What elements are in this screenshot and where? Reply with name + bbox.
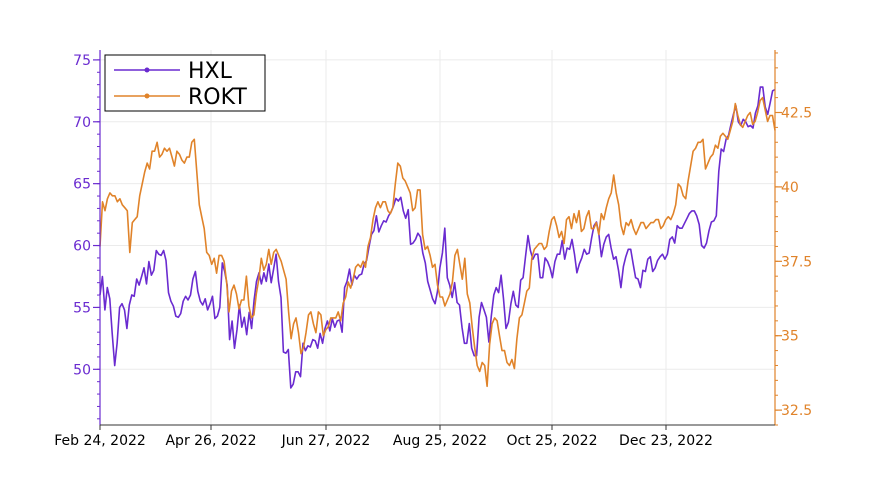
right-tick-label: 40 <box>781 180 799 196</box>
legend-box <box>104 54 266 112</box>
x-tick-label: Oct 25, 2022 <box>507 433 598 449</box>
x-tick-label: Feb 24, 2022 <box>54 433 146 449</box>
left-tick-label: 55 <box>73 300 91 316</box>
x-tick-label: Apr 26, 2022 <box>165 433 256 449</box>
axes-layer: 50 55 60 65 70 75 32.5 35 37.5 40 42.5 Feb 24, 2022… <box>54 50 812 449</box>
right-tick-label: 37.5 <box>781 254 812 270</box>
left-tick-label: 75 <box>73 53 91 69</box>
series-line-hxl <box>99 86 776 389</box>
series-layer <box>99 86 776 389</box>
left-tick-label: 50 <box>73 362 91 378</box>
x-tick-label: Jun 27, 2022 <box>281 433 371 449</box>
legend-marker-rokt <box>144 93 150 99</box>
right-tick-label: 42.5 <box>781 106 812 122</box>
series-line-rokt <box>99 96 776 388</box>
left-tick-label: 65 <box>73 177 91 193</box>
legend-marker-hxl <box>144 67 150 73</box>
right-tick-label: 35 <box>781 329 799 345</box>
left-tick-label: 60 <box>73 239 91 255</box>
x-tick-label: Dec 23, 2022 <box>619 433 713 449</box>
left-tick-label: 70 <box>73 115 91 131</box>
legend-label-rokt: ROKT <box>188 85 247 110</box>
legend-label-hxl: HXL <box>188 59 233 84</box>
x-tick-label: Aug 25, 2022 <box>393 433 487 449</box>
right-tick-label: 32.5 <box>781 403 812 419</box>
